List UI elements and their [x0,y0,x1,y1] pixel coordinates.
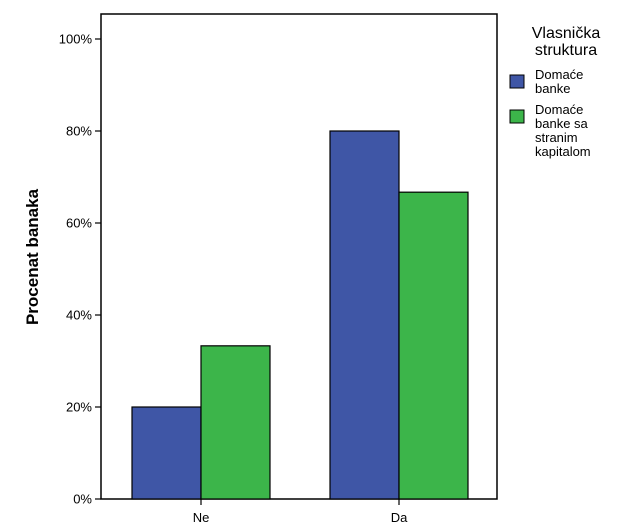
bar-domace-banke-strani-kapital-ne [200,345,271,500]
legend-swatch [509,74,525,89]
legend-label-line: kapitalom [535,144,591,159]
legend-label-line: banke [535,81,570,96]
y-axis-title: Procenat banaka [23,188,42,325]
legend-label-line: stranim [535,130,578,145]
legend-title-line: Vlasnička [532,25,601,42]
bar-marks [131,130,469,500]
x-tick-label-da: Da [391,510,408,525]
y-tick-label: 40% [66,308,92,323]
legend-label-line: banke sa [535,116,589,131]
bar-domace-banke-strani-kapital-da [398,191,469,500]
y-tick-label: 80% [66,124,92,139]
bar-domace-banke-ne [131,406,202,500]
y-tick-label: 20% [66,400,92,415]
legend-label-line: Domaće [535,67,583,82]
plot-frame [100,13,498,500]
y-axis-ticks: 0% 20% 40% 60% 80% 100% [59,32,101,507]
y-tick-label: 60% [66,216,92,231]
x-axis-ticks: Ne Da [193,499,408,525]
x-tick-label-ne: Ne [193,510,210,525]
legend-title-line: struktura [535,42,597,59]
legend-swatch [509,109,525,124]
legend-label-line: Domaće [535,102,583,117]
legend: VlasničkastrukturaDomaćebankeDomaćebanke… [509,25,601,159]
bar-domace-banke-da [329,130,400,500]
y-tick-label: 0% [73,492,92,507]
y-tick-label: 100% [59,32,93,47]
